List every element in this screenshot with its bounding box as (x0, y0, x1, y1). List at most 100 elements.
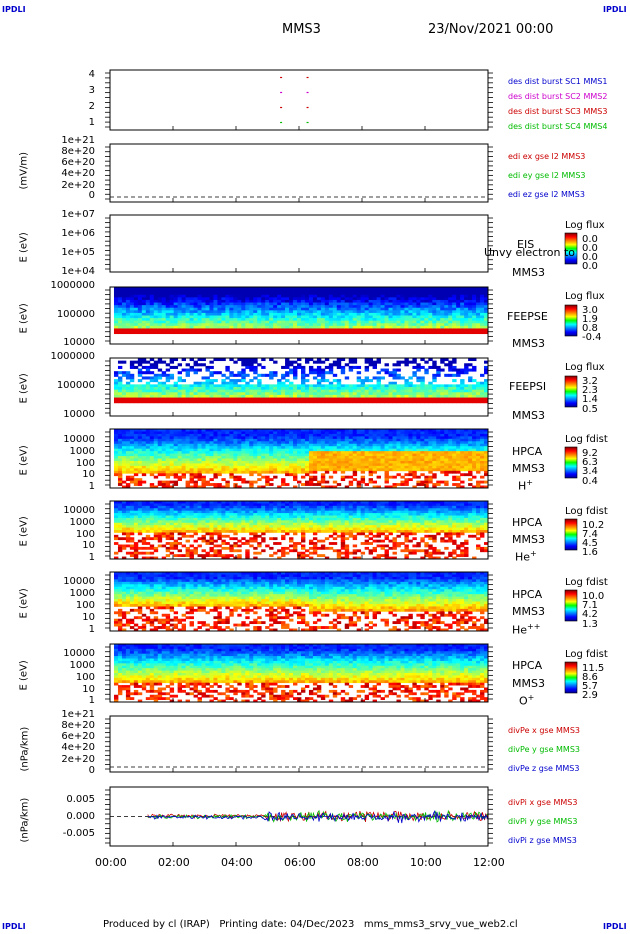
spectrogram-cell (300, 438, 306, 442)
spectrogram-cell (217, 470, 222, 474)
spectrogram-cell (324, 485, 330, 489)
spectrogram-cell (416, 468, 421, 472)
spectrogram-cell (460, 379, 465, 383)
spectrogram-cell (408, 289, 413, 293)
spectrogram-cell (181, 429, 186, 432)
spectrogram-cell (348, 463, 354, 467)
spectrogram-cell (165, 520, 171, 524)
spectrogram-cell (165, 368, 171, 372)
spectrogram-cell (364, 451, 370, 454)
spectrogram-cell (324, 305, 330, 309)
spectrogram-cell (233, 397, 238, 401)
spectrogram-cell (201, 397, 206, 401)
spectrogram-cell (213, 387, 218, 391)
spectrogram-cell (480, 318, 485, 322)
spectrogram-cell (121, 513, 127, 516)
spectrogram-cell (265, 292, 270, 296)
spectrogram-cell (372, 307, 377, 311)
spectrogram-cell (312, 331, 318, 335)
spectrogram-cell (368, 433, 374, 437)
spectrogram-cell (181, 310, 186, 314)
spectrogram-cell (253, 371, 258, 375)
spectrogram-cell (133, 503, 139, 507)
spectrogram-cell (137, 539, 143, 543)
spectrogram-cell (308, 325, 314, 329)
spectrogram-cell (328, 429, 334, 432)
spectrogram-cell (432, 384, 437, 388)
spectrogram-cell (480, 400, 485, 404)
spectrogram-cell (237, 328, 242, 332)
spectrogram-cell (352, 358, 358, 362)
spectrogram-cell (285, 310, 290, 314)
spectrogram-cell (141, 397, 147, 401)
spectrogram-cell (277, 315, 282, 319)
spectrogram-cell (392, 441, 397, 445)
spectrogram-cell (316, 297, 322, 301)
spectrogram-cell (328, 292, 334, 296)
spectrogram-cell (201, 323, 206, 327)
spectrogram-cell (308, 438, 314, 442)
spectrogram-cell (368, 429, 374, 432)
spectrogram-cell (145, 360, 151, 364)
spectrogram-cell (428, 302, 433, 306)
spectrogram-cell (129, 520, 135, 524)
spectrogram-cell (173, 438, 179, 442)
spectrogram-cell (356, 365, 362, 369)
spectrogram-cell (472, 429, 477, 432)
spectrogram-cell (352, 463, 358, 467)
spectrogram-cell (169, 485, 175, 489)
spectrogram-cell (225, 315, 230, 319)
spectrogram-cell (141, 328, 147, 332)
spectrogram-cell (209, 465, 214, 469)
spectrogram-cell (476, 458, 481, 462)
spectrogram-cell (161, 473, 167, 477)
spectrogram-cell (281, 392, 286, 396)
spectrogram-cell (225, 305, 230, 309)
spectrogram-cell (332, 373, 338, 377)
spectrogram-cell (197, 310, 202, 314)
spectrogram-cell (181, 389, 186, 393)
spectrogram-cell (336, 460, 342, 464)
spectrogram-cell (225, 323, 230, 327)
spectrogram-cell (392, 310, 397, 314)
spectrogram-cell (217, 302, 222, 306)
spectrogram-cell (213, 392, 218, 396)
spectrogram-cell (225, 443, 230, 447)
spectrogram-cell (460, 485, 465, 489)
spectrogram-cell (404, 433, 409, 437)
spectrogram-cell (229, 302, 234, 306)
spectrogram-cell (480, 480, 485, 484)
spectrogram-cell (157, 384, 163, 388)
spectrogram-cell (141, 465, 147, 469)
spectrogram-cell (125, 397, 131, 401)
spectrogram-cell (424, 429, 429, 432)
spectrogram-cell (460, 320, 465, 324)
spectrogram-cell (424, 438, 429, 442)
spectrogram-cell (356, 431, 362, 435)
spectrogram-cell (460, 468, 465, 472)
spectrogram-cell (153, 307, 159, 311)
spectrogram-cell (420, 443, 425, 447)
spectrogram-cell (113, 397, 119, 401)
spectrogram-cell (340, 436, 346, 440)
spectrogram-cell (165, 392, 171, 396)
spectrogram-cell (304, 470, 310, 474)
spectrogram-cell (117, 292, 123, 296)
spectrogram-cell (205, 302, 210, 306)
spectrogram-cell (440, 289, 445, 293)
spectrogram-cell (464, 289, 469, 293)
spectrogram-cell (177, 505, 183, 509)
spectrogram-cell (380, 305, 385, 309)
spectrogram-cell (269, 320, 274, 324)
spectrogram-cell (344, 475, 350, 479)
spectrogram-cell (261, 384, 266, 388)
spectrogram-cell (320, 429, 326, 432)
spectrogram-cell (229, 287, 234, 290)
spectrogram-cell (332, 458, 338, 462)
spectrogram-cell (332, 302, 338, 306)
spectrogram-cell (141, 310, 147, 314)
spectrogram-cell (316, 463, 322, 467)
spectrogram-cell (440, 465, 445, 469)
spectrogram-cell (129, 331, 135, 335)
spectrogram-cell (396, 460, 401, 464)
